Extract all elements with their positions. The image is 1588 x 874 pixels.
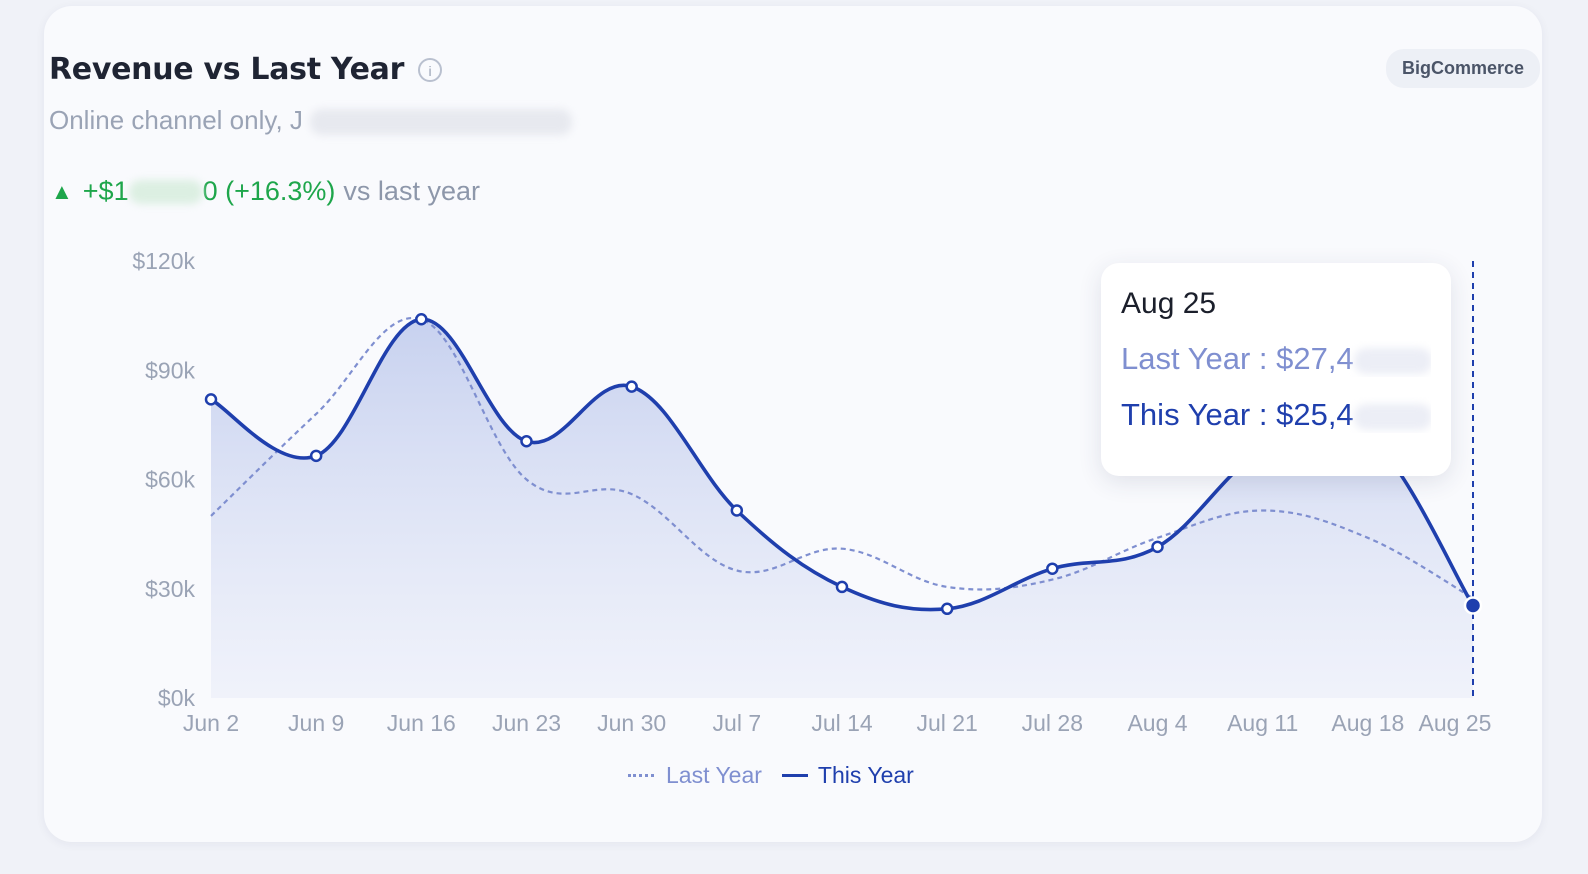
x-tick-label: Aug 11	[1227, 710, 1298, 736]
tooltip-last-year-label: Last Year : $27,4	[1121, 341, 1354, 376]
this-year-point[interactable]	[940, 602, 954, 616]
x-tick-label: Jul 21	[916, 710, 977, 736]
legend-swatch-this-year	[781, 774, 808, 777]
x-tick-label: Aug 25	[1419, 710, 1492, 736]
this-year-point[interactable]	[309, 449, 323, 463]
this-year-point[interactable]	[204, 393, 218, 406]
x-tick-label: Jun 30	[597, 710, 666, 736]
legend-item-this-year[interactable]: This Year	[781, 762, 914, 789]
this-year-point-active[interactable]	[1463, 596, 1483, 615]
this-year-point[interactable]	[415, 313, 428, 326]
this-year-point[interactable]	[1151, 540, 1164, 554]
delta-suffix: vs last year	[343, 176, 480, 206]
triangle-up-icon: ▲	[51, 178, 73, 204]
card-title: Revenue vs Last Year	[49, 52, 405, 87]
tooltip-last-year: Last Year : $27,4	[1121, 341, 1431, 377]
y-tick-label: $30k	[145, 576, 195, 602]
delta-value-tail: 0 (+16.3%)	[202, 176, 336, 206]
title-row: Revenue vs Last Year i	[49, 52, 443, 87]
tooltip-this-year-label: This Year : $25,4	[1121, 397, 1354, 432]
this-year-point[interactable]	[520, 435, 533, 448]
y-axis: $0k $30k $60k $90k $120k	[132, 248, 195, 711]
x-tick-label: Jun 23	[492, 710, 561, 736]
this-year-area	[211, 319, 1473, 698]
chart-legend: Last Year This Year	[628, 762, 934, 789]
source-badge: BigCommerce	[1385, 49, 1540, 88]
legend-label-this-year: This Year	[817, 762, 914, 788]
last-year-line	[210, 316, 1474, 600]
card-subtitle: Online channel only, J	[49, 105, 573, 136]
y-tick-label: $0k	[158, 685, 196, 711]
x-tick-label: Jun 16	[387, 710, 456, 736]
chart-tooltip: Aug 25 Last Year : $27,4 This Year : $25…	[1101, 263, 1451, 476]
y-tick-label: $120k	[132, 248, 195, 274]
delta-summary: ▲ +$1 0 (+16.3%) vs last year	[51, 176, 480, 207]
y-tick-label: $90k	[145, 357, 195, 383]
this-year-point[interactable]	[835, 580, 849, 594]
x-tick-label: Jul 28	[1022, 710, 1083, 736]
redacted-last-year	[1353, 347, 1431, 374]
this-year-point[interactable]	[730, 504, 744, 517]
tooltip-date: Aug 25	[1121, 287, 1217, 320]
legend-label-last-year: Last Year	[666, 762, 762, 788]
x-tick-label: Jul 14	[811, 710, 873, 736]
redacted-subtitle	[310, 109, 573, 136]
x-tick-label: Jun 9	[288, 710, 344, 736]
redacted-delta	[128, 179, 203, 204]
tooltip-this-year: This Year : $25,4	[1121, 397, 1431, 433]
this-year-point[interactable]	[625, 380, 638, 393]
x-tick-label: Jun 2	[183, 710, 239, 736]
y-tick-label: $60k	[145, 467, 195, 493]
x-tick-label: Aug 4	[1127, 710, 1187, 736]
legend-item-last-year[interactable]: Last Year	[628, 762, 762, 789]
subtitle-text: Online channel only, J	[49, 105, 303, 135]
x-tick-label: Aug 18	[1331, 710, 1404, 736]
this-year-point[interactable]	[1046, 562, 1059, 575]
delta-value: +$1	[82, 176, 129, 206]
x-axis: Jun 2 Jun 9 Jun 16 Jun 23 Jun 30 Jul 7 Jul 14 J…	[183, 710, 1492, 736]
redacted-this-year	[1353, 403, 1431, 430]
info-icon[interactable]: i	[418, 57, 443, 82]
legend-swatch-last-year	[628, 774, 654, 777]
x-tick-label: Jul 7	[713, 710, 762, 736]
